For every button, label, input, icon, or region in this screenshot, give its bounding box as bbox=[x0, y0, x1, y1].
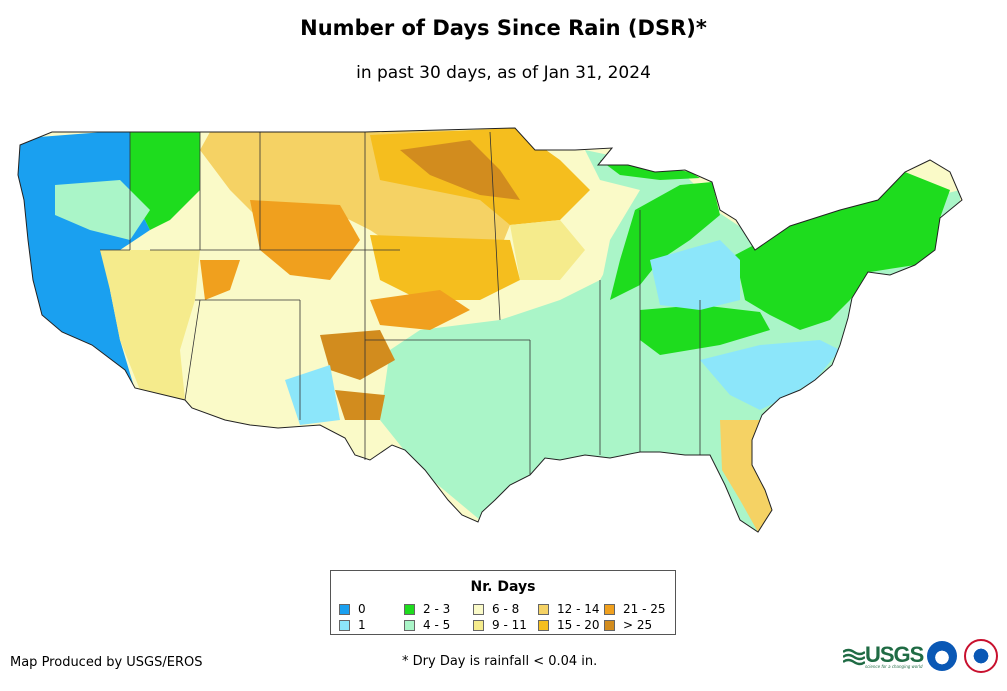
dsr-15-20-nebraska bbox=[370, 235, 520, 300]
dsr-21-25-wyoming bbox=[250, 200, 360, 280]
dsr-1-nm-patch bbox=[285, 365, 340, 425]
dsr-9-11-nevada-arizona bbox=[100, 250, 200, 400]
dsr-2-3-idaho-montana bbox=[130, 132, 200, 230]
map-title: Number of Days Since Rain (DSR)* bbox=[300, 16, 707, 40]
dsr-2-3-michigan bbox=[610, 182, 720, 300]
legend-item-2: 2 - 3 bbox=[404, 602, 450, 616]
dsr-gt25-new-mexico bbox=[320, 330, 395, 380]
legend-item-3: 4 - 5 bbox=[404, 618, 450, 632]
legend-swatch bbox=[473, 604, 484, 615]
legend-item-6: 12 - 14 bbox=[538, 602, 600, 616]
legend-item-8: 21 - 25 bbox=[604, 602, 666, 616]
nws-logo-icon bbox=[964, 639, 998, 673]
legend-swatch bbox=[604, 620, 615, 631]
legend-swatch bbox=[538, 620, 549, 631]
dsr-2-3-northeast bbox=[735, 172, 950, 330]
dsr-1-ohio bbox=[650, 240, 740, 310]
usgs-wave-icon bbox=[843, 648, 865, 666]
dsr-21-25-utah bbox=[200, 260, 240, 300]
dsr-9-11-iowa bbox=[510, 220, 585, 280]
noaa-logo-icon bbox=[927, 641, 957, 671]
legend-item-5: 9 - 11 bbox=[473, 618, 527, 632]
legend-item-4: 6 - 8 bbox=[473, 602, 519, 616]
map-credit: Map Produced by USGS/EROS bbox=[10, 655, 203, 670]
dsr-2-3-ohio-valley bbox=[640, 305, 770, 355]
dsr-1-carolinas bbox=[700, 340, 840, 410]
usgs-logo-text: USGS bbox=[865, 642, 924, 667]
dsr-gt25-north-dakota bbox=[400, 140, 520, 200]
legend-swatch bbox=[339, 604, 350, 615]
dsr-21-25-kansas bbox=[370, 290, 470, 330]
us-dsr-map bbox=[17, 127, 963, 533]
legend-swatch bbox=[538, 604, 549, 615]
legend-item-0: 0 bbox=[339, 602, 366, 616]
usgs-logo-tagline: science for a changing world bbox=[865, 664, 923, 669]
legend-swatch bbox=[473, 620, 484, 631]
usgs-logo: USGS science for a changing world bbox=[843, 642, 924, 670]
dsr-4-5-oregon bbox=[55, 180, 150, 240]
legend-swatch bbox=[339, 620, 350, 631]
legend-swatch bbox=[604, 604, 615, 615]
legend-swatch bbox=[404, 620, 415, 631]
state-borders bbox=[100, 131, 701, 475]
legend-title: Nr. Days bbox=[470, 579, 536, 595]
map-subtitle: in past 30 days, as of Jan 31, 2024 bbox=[356, 63, 651, 83]
legend-item-7: 15 - 20 bbox=[538, 618, 600, 632]
legend-item-9: > 25 bbox=[604, 618, 652, 632]
dsr-gt25-southeast-nm bbox=[335, 390, 385, 420]
legend-swatch bbox=[404, 604, 415, 615]
dry-day-footnote: * Dry Day is rainfall < 0.04 in. bbox=[402, 654, 598, 669]
legend: Nr. Days 0 1 2 - 3 4 - 5 6 - 8 9 - 11 12… bbox=[330, 570, 676, 635]
legend-item-1: 1 bbox=[339, 618, 366, 632]
